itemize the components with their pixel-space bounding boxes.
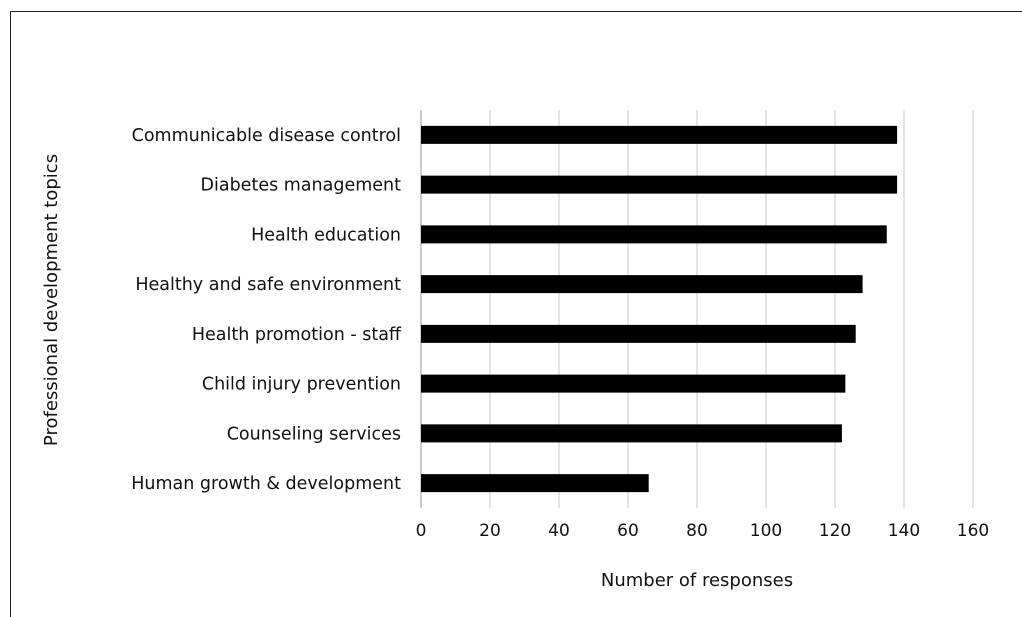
category-label: Communicable disease control — [132, 126, 401, 146]
category-label: Diabetes management — [201, 176, 402, 196]
category-label: Child injury prevention — [202, 375, 401, 395]
bar — [421, 175, 898, 194]
bar — [421, 275, 863, 294]
bar — [421, 424, 842, 443]
x-tick-label: 100 — [750, 521, 782, 541]
bar — [421, 374, 846, 393]
category-label: Counseling services — [227, 424, 401, 444]
category-label: Healthy and safe environment — [135, 275, 401, 295]
x-tick-label: 80 — [686, 521, 708, 541]
x-tick-label: 0 — [416, 521, 427, 541]
bar — [421, 324, 856, 343]
bars — [421, 125, 898, 493]
bar — [421, 225, 887, 244]
x-axis-title: Number of responses — [601, 570, 793, 591]
y-axis-title: Professional development topics — [41, 154, 62, 446]
x-tick-labels: 0 20 40 60 80 100 120 140 160 — [416, 521, 990, 541]
x-tick-label: 20 — [479, 521, 501, 541]
x-tick-label: 120 — [819, 521, 851, 541]
x-tick-label: 60 — [617, 521, 639, 541]
chart-frame — [10, 11, 1022, 617]
gridlines — [420, 110, 974, 508]
bar — [421, 125, 898, 144]
category-label: Human growth & development — [131, 474, 401, 494]
x-tick-label: 160 — [957, 521, 989, 541]
category-labels: Communicable disease control Diabetes man… — [131, 126, 402, 494]
x-tick-label: 140 — [888, 521, 920, 541]
category-label: Health education — [251, 225, 401, 245]
bar — [421, 474, 649, 493]
category-label: Health promotion - staff — [192, 325, 402, 345]
x-tick-label: 40 — [548, 521, 570, 541]
